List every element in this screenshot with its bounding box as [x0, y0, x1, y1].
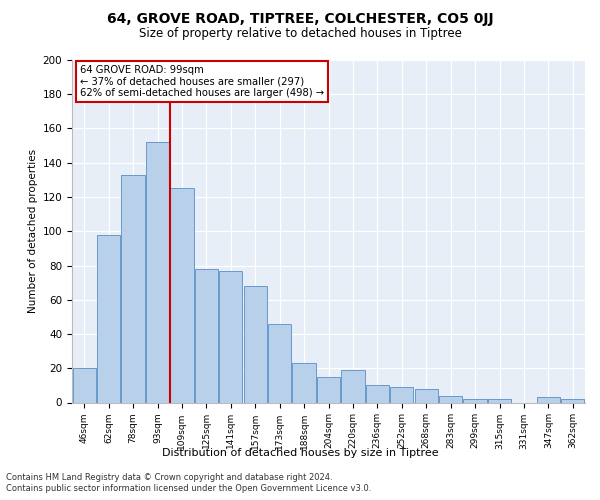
Text: Distribution of detached houses by size in Tiptree: Distribution of detached houses by size … — [161, 448, 439, 458]
Bar — [463, 399, 487, 402]
Text: 64, GROVE ROAD, TIPTREE, COLCHESTER, CO5 0JJ: 64, GROVE ROAD, TIPTREE, COLCHESTER, CO5… — [107, 12, 493, 26]
Bar — [439, 396, 462, 402]
Bar — [244, 286, 267, 403]
Text: Contains HM Land Registry data © Crown copyright and database right 2024.: Contains HM Land Registry data © Crown c… — [6, 472, 332, 482]
Bar — [415, 389, 438, 402]
Text: 64 GROVE ROAD: 99sqm
← 37% of detached houses are smaller (297)
62% of semi-deta: 64 GROVE ROAD: 99sqm ← 37% of detached h… — [80, 65, 324, 98]
Bar — [219, 270, 242, 402]
Bar — [561, 399, 584, 402]
Bar — [366, 386, 389, 402]
Y-axis label: Number of detached properties: Number of detached properties — [28, 149, 38, 314]
Bar — [170, 188, 194, 402]
Text: Size of property relative to detached houses in Tiptree: Size of property relative to detached ho… — [139, 28, 461, 40]
Bar — [146, 142, 169, 403]
Text: Contains public sector information licensed under the Open Government Licence v3: Contains public sector information licen… — [6, 484, 371, 493]
Bar — [195, 269, 218, 402]
Bar — [341, 370, 365, 402]
Bar — [292, 363, 316, 403]
Bar — [97, 234, 120, 402]
Bar — [73, 368, 96, 402]
Bar — [268, 324, 291, 402]
Bar — [488, 399, 511, 402]
Bar — [317, 377, 340, 402]
Bar — [121, 174, 145, 402]
Bar — [537, 398, 560, 402]
Bar — [390, 387, 413, 402]
